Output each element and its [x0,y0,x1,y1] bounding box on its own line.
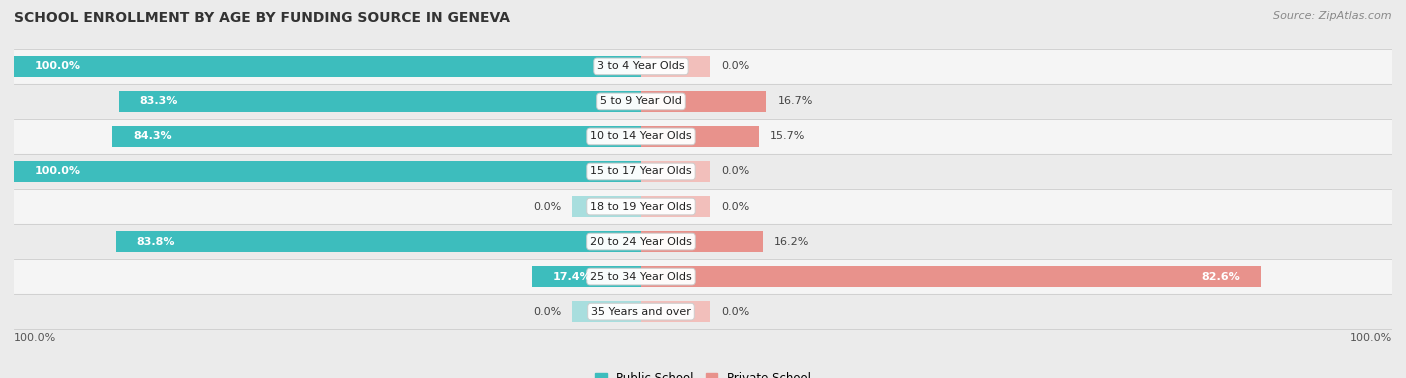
Bar [641,266,1261,287]
Text: 100.0%: 100.0% [14,333,56,342]
Text: 0.0%: 0.0% [533,307,561,317]
Text: 0.0%: 0.0% [721,166,749,177]
Bar [118,91,641,112]
Text: 15 to 17 Year Olds: 15 to 17 Year Olds [591,166,692,177]
Bar [641,125,759,147]
Bar [572,196,641,217]
Text: 0.0%: 0.0% [721,61,749,71]
Bar [14,259,1392,294]
Bar [14,224,1392,259]
Text: 82.6%: 82.6% [1202,271,1240,282]
Text: 0.0%: 0.0% [533,201,561,212]
Bar [641,231,762,253]
Text: 15.7%: 15.7% [770,132,806,141]
Bar [14,56,641,77]
Bar [14,49,1392,84]
Bar [641,161,710,182]
Text: 100.0%: 100.0% [35,61,80,71]
Bar [115,231,641,253]
Bar [112,125,641,147]
Bar [641,91,766,112]
Text: 25 to 34 Year Olds: 25 to 34 Year Olds [591,271,692,282]
Bar [572,301,641,322]
Bar [14,189,1392,224]
Text: 5 to 9 Year Old: 5 to 9 Year Old [600,96,682,107]
Bar [14,154,1392,189]
Text: SCHOOL ENROLLMENT BY AGE BY FUNDING SOURCE IN GENEVA: SCHOOL ENROLLMENT BY AGE BY FUNDING SOUR… [14,11,510,25]
Text: 16.7%: 16.7% [778,96,813,107]
Bar [14,119,1392,154]
Bar [641,56,710,77]
Text: 83.3%: 83.3% [139,96,177,107]
Text: 18 to 19 Year Olds: 18 to 19 Year Olds [591,201,692,212]
Text: 83.8%: 83.8% [136,237,174,246]
Text: 20 to 24 Year Olds: 20 to 24 Year Olds [591,237,692,246]
Bar [641,301,710,322]
Text: 16.2%: 16.2% [773,237,808,246]
Bar [14,294,1392,329]
Text: 35 Years and over: 35 Years and over [591,307,690,317]
Text: 0.0%: 0.0% [721,201,749,212]
Text: 100.0%: 100.0% [1350,333,1392,342]
Bar [531,266,641,287]
Text: 100.0%: 100.0% [35,166,80,177]
Text: 10 to 14 Year Olds: 10 to 14 Year Olds [591,132,692,141]
Text: 84.3%: 84.3% [134,132,172,141]
Legend: Public School, Private School: Public School, Private School [591,367,815,378]
Text: 0.0%: 0.0% [721,307,749,317]
Bar [14,161,641,182]
Bar [14,84,1392,119]
Text: 3 to 4 Year Olds: 3 to 4 Year Olds [598,61,685,71]
Bar [641,196,710,217]
Text: 17.4%: 17.4% [553,271,592,282]
Text: Source: ZipAtlas.com: Source: ZipAtlas.com [1274,11,1392,21]
